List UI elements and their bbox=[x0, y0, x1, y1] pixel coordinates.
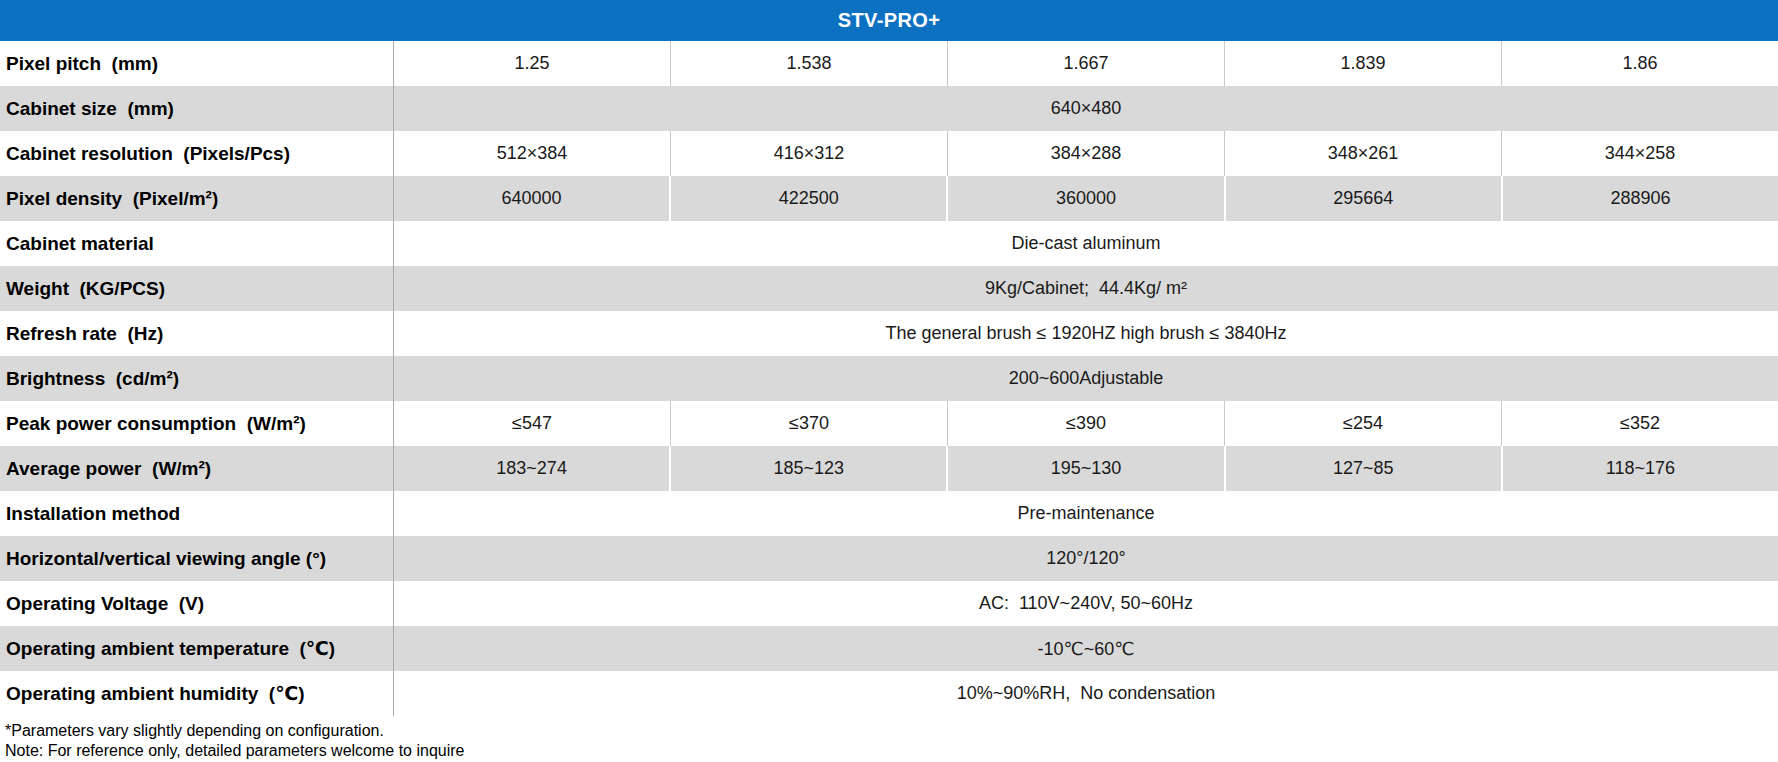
footnotes: *Parameters vary slightly depending on c… bbox=[0, 716, 1778, 761]
cell-value-merged: 200~600Adjustable bbox=[394, 356, 1778, 401]
row-label: Peak power consumption (W/m²) bbox=[0, 401, 394, 446]
cell-value-merged: Die-cast aluminum bbox=[394, 221, 1778, 266]
page-title: STV-PRO+ bbox=[0, 0, 1778, 41]
cell-value: ≤390 bbox=[947, 401, 1224, 446]
row-label: Pixel pitch (mm) bbox=[0, 41, 394, 86]
cell-value: 422500 bbox=[669, 176, 946, 221]
table-row: Operating ambient humidity (℃)10%~90%RH,… bbox=[0, 671, 1778, 716]
cell-value-merged: Pre-maintenance bbox=[394, 491, 1778, 536]
row-label: Operating ambient humidity (℃) bbox=[0, 671, 394, 716]
cell-value: 183~274 bbox=[394, 446, 669, 491]
cell-value: 195~130 bbox=[946, 446, 1223, 491]
footnote-reference: Note: For reference only, detailed param… bbox=[5, 741, 1778, 761]
cell-value-merged: The general brush ≤ 1920HZ high brush ≤ … bbox=[394, 311, 1778, 356]
table-row: Cabinet size (mm)640×480 bbox=[0, 86, 1778, 131]
cell-value: ≤370 bbox=[670, 401, 947, 446]
row-label: Operating Voltage (V) bbox=[0, 581, 394, 626]
cell-value: 185~123 bbox=[669, 446, 946, 491]
cell-value-merged: -10℃~60℃ bbox=[394, 626, 1778, 671]
cell-value: 295664 bbox=[1224, 176, 1501, 221]
cell-value: 512×384 bbox=[394, 131, 670, 176]
cell-value: ≤547 bbox=[394, 401, 670, 446]
cell-value: 344×258 bbox=[1501, 131, 1778, 176]
cell-value: ≤254 bbox=[1224, 401, 1501, 446]
row-label: Pixel density (Pixel/m²) bbox=[0, 176, 394, 221]
row-label: Cabinet material bbox=[0, 221, 394, 266]
table-row: Brightness (cd/m²)200~600Adjustable bbox=[0, 356, 1778, 401]
row-label: Weight (KG/PCS) bbox=[0, 266, 394, 311]
row-label: Cabinet resolution (Pixels/Pcs) bbox=[0, 131, 394, 176]
table-row: Pixel pitch (mm)1.251.5381.6671.8391.86 bbox=[0, 41, 1778, 86]
table-row: Installation methodPre-maintenance bbox=[0, 491, 1778, 536]
row-label: Brightness (cd/m²) bbox=[0, 356, 394, 401]
row-label: Horizontal/vertical viewing angle (°) bbox=[0, 536, 394, 581]
cell-value: 1.86 bbox=[1501, 41, 1778, 86]
row-label: Installation method bbox=[0, 491, 394, 536]
table-row: Operating Voltage (V)AC: 110V~240V, 50~6… bbox=[0, 581, 1778, 626]
footnote-parameters: *Parameters vary slightly depending on c… bbox=[5, 721, 1778, 741]
cell-value-merged: 120°/120° bbox=[394, 536, 1778, 581]
cell-value-merged: AC: 110V~240V, 50~60Hz bbox=[394, 581, 1778, 626]
cell-value: 384×288 bbox=[947, 131, 1224, 176]
cell-value: 288906 bbox=[1501, 176, 1778, 221]
table-row: Pixel density (Pixel/m²)6400004225003600… bbox=[0, 176, 1778, 221]
cell-value-merged: 9Kg/Cabinet; 44.4Kg/ m² bbox=[394, 266, 1778, 311]
table-row: Weight (KG/PCS)9Kg/Cabinet; 44.4Kg/ m² bbox=[0, 266, 1778, 311]
cell-value: 1.25 bbox=[394, 41, 670, 86]
cell-value: 1.538 bbox=[670, 41, 947, 86]
table-row: Average power (W/m²)183~274185~123195~13… bbox=[0, 446, 1778, 491]
table-row: Cabinet resolution (Pixels/Pcs)512×38441… bbox=[0, 131, 1778, 176]
table-row: Horizontal/vertical viewing angle (°)120… bbox=[0, 536, 1778, 581]
cell-value: 118~176 bbox=[1501, 446, 1778, 491]
cell-value: 348×261 bbox=[1224, 131, 1501, 176]
cell-value: 127~85 bbox=[1224, 446, 1501, 491]
cell-value: 1.667 bbox=[947, 41, 1224, 86]
row-label: Refresh rate (Hz) bbox=[0, 311, 394, 356]
cell-value-merged: 640×480 bbox=[394, 86, 1778, 131]
spec-table: Pixel pitch (mm)1.251.5381.6671.8391.86C… bbox=[0, 41, 1778, 716]
cell-value: 416×312 bbox=[670, 131, 947, 176]
cell-value: 640000 bbox=[394, 176, 669, 221]
cell-value: 360000 bbox=[946, 176, 1223, 221]
table-row: Refresh rate (Hz)The general brush ≤ 192… bbox=[0, 311, 1778, 356]
table-row: Cabinet materialDie-cast aluminum bbox=[0, 221, 1778, 266]
cell-value-merged: 10%~90%RH, No condensation bbox=[394, 671, 1778, 716]
row-label: Operating ambient temperature (℃) bbox=[0, 626, 394, 671]
table-row: Operating ambient temperature (℃)-10℃~60… bbox=[0, 626, 1778, 671]
table-row: Peak power consumption (W/m²)≤547≤370≤39… bbox=[0, 401, 1778, 446]
row-label: Cabinet size (mm) bbox=[0, 86, 394, 131]
row-label: Average power (W/m²) bbox=[0, 446, 394, 491]
spec-sheet: STV-PRO+ Pixel pitch (mm)1.251.5381.6671… bbox=[0, 0, 1778, 762]
cell-value: 1.839 bbox=[1224, 41, 1501, 86]
cell-value: ≤352 bbox=[1501, 401, 1778, 446]
